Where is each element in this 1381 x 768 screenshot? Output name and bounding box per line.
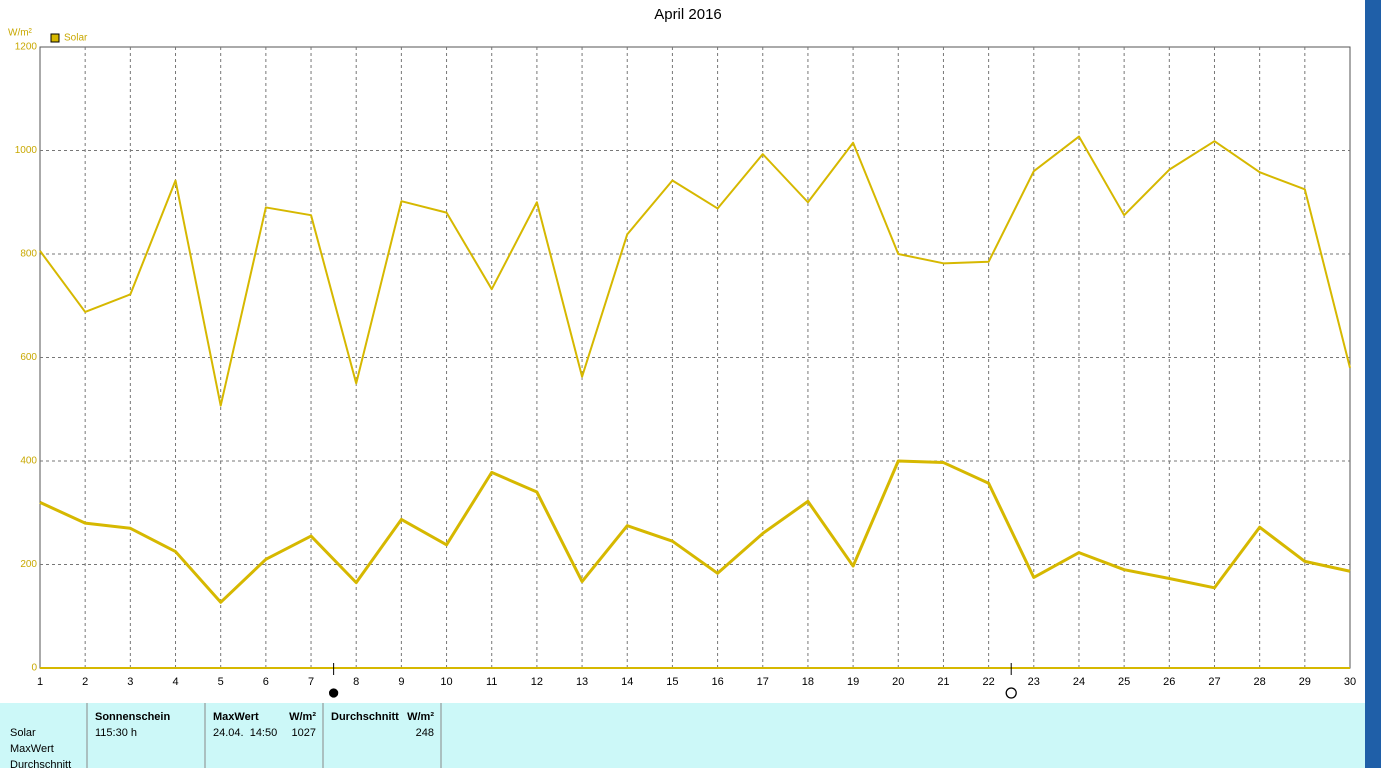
y-tick-label: 200 (20, 559, 37, 570)
column-header: MaxWert (213, 711, 259, 723)
x-tick-label: 26 (1163, 676, 1175, 688)
x-tick-label: 20 (892, 676, 904, 688)
x-tick-label: 17 (757, 676, 769, 688)
chart-title: April 2016 (654, 6, 722, 23)
x-tick-label: 25 (1118, 676, 1130, 688)
x-tick-label: 3 (127, 676, 133, 688)
row-label: MaxWert (10, 743, 54, 755)
row-label: Durchschnitt (10, 759, 71, 768)
desktop-edge (1365, 0, 1381, 768)
y-tick-label: 600 (20, 352, 37, 363)
legend-label: Solar (64, 33, 88, 44)
cell: 115:30 h (95, 727, 137, 739)
x-tick-label: 7 (308, 676, 314, 688)
x-tick-label: 11 (486, 676, 497, 688)
x-tick-label: 15 (666, 676, 678, 688)
x-tick-label: 22 (982, 676, 994, 688)
series-line (39, 459, 1351, 604)
x-tick-label: 2 (82, 676, 88, 688)
x-tick-label: 16 (711, 676, 723, 688)
x-tick-label: 5 (218, 676, 224, 688)
x-tick-label: 10 (440, 676, 452, 688)
y-tick-label: 800 (20, 249, 37, 260)
x-tick-label: 4 (172, 676, 178, 688)
cell: 248 (416, 727, 434, 739)
x-tick-label: 23 (1028, 676, 1040, 688)
moon-phase (328, 688, 339, 698)
cell: 1027 (292, 727, 316, 739)
x-tick-label: 27 (1208, 676, 1220, 688)
y-tick-label: 1000 (15, 145, 38, 156)
x-tick-label: 6 (263, 676, 269, 688)
x-tick-label: 29 (1299, 676, 1311, 688)
x-tick-label: 28 (1254, 676, 1266, 688)
summary-panel (0, 703, 1365, 768)
x-tick-label: 13 (576, 676, 588, 688)
x-tick-label: 18 (802, 676, 814, 688)
x-tick-label: 12 (531, 676, 543, 688)
x-tick-label: 14 (621, 676, 633, 688)
y-tick-label: 400 (20, 456, 37, 467)
row-label: Solar (10, 727, 36, 739)
x-tick-label: 19 (847, 676, 859, 688)
column-unit: W/m² (407, 711, 434, 723)
column-unit: W/m² (289, 711, 316, 723)
x-tick-label: 9 (398, 676, 404, 688)
legend-swatch (50, 33, 60, 43)
x-tick-label: 21 (937, 676, 949, 688)
x-tick-label: 30 (1344, 676, 1356, 688)
y-tick-label: 0 (31, 663, 37, 674)
y-axis-label: W/m² (8, 28, 33, 39)
moon-phase (1005, 687, 1017, 699)
x-tick-label: 24 (1073, 676, 1085, 688)
x-tick-label: 1 (37, 676, 43, 688)
column-header: Sonnenschein (95, 711, 170, 723)
panel-dividers (86, 703, 442, 768)
x-tick-label: 8 (353, 676, 359, 688)
column-header: Durchschnitt (331, 711, 399, 723)
cell: 24.04. 14:50 (213, 727, 277, 739)
y-tick-label: 1200 (15, 42, 38, 53)
series-line (39, 135, 1351, 407)
